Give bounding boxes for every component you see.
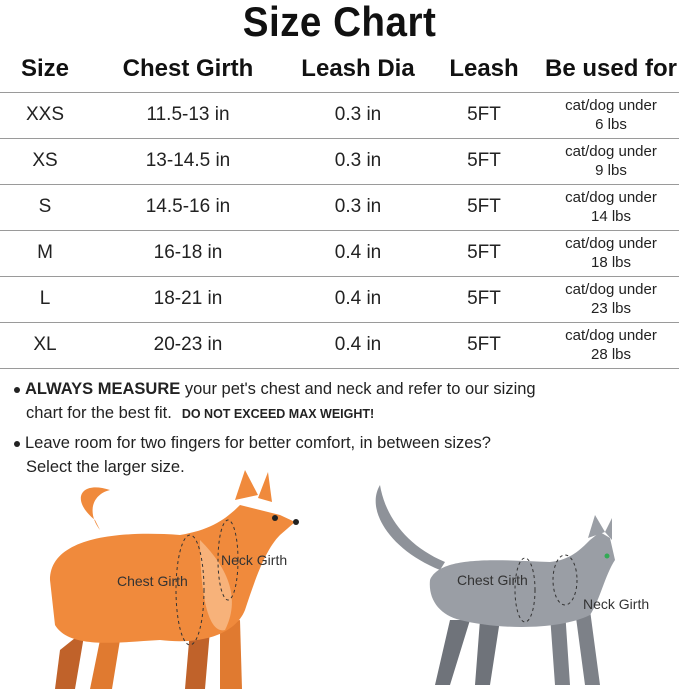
dog-chest-girth-label: Chest Girth [117,573,188,589]
use-line-2: 9 lbs [595,162,627,179]
row-divider [0,184,679,185]
dog-neck-girth-label: Neck Girth [221,552,288,568]
table-row: XXS 11.5-13 in 0.3 in 5FT cat/dog under 6 lbs [0,92,679,138]
table-row: L 18-21 in 0.4 in 5FT cat/dog under 23 lbs [0,276,679,322]
row-divider [0,276,679,277]
use-line-2: 18 lbs [590,254,632,271]
cell-leash: 5FT [467,150,501,171]
use-line-2: 6 lbs [595,116,627,133]
cell-leash: 5FT [467,104,501,125]
cell-size: L [39,288,51,309]
note-measure: ALWAYS MEASURE your pet's chest and neck… [14,377,536,426]
header-leash-dia: Leash Dia [301,55,415,82]
cat-neck-girth-label: Neck Girth [583,596,650,612]
page-title: Size Chart [242,0,437,45]
cell-chest: 14.5-16 in [145,196,231,217]
cell-chest: 11.5-13 in [146,104,230,125]
use-line-1: cat/dog under [565,327,657,344]
cell-size: XXS [25,104,65,125]
header-be-used-for: Be used for [544,55,678,82]
note-text: your pet's chest and neck and refer to o… [180,380,536,398]
cell-be-used-for: cat/dog under 14 lbs [565,188,657,226]
note-fit: Leave room for two fingers for better co… [14,431,491,479]
row-divider [0,92,679,93]
cell-dia: 0.3 in [334,196,382,217]
cell-chest: 20-23 in [153,334,223,355]
cell-dia: 0.4 in [334,242,382,263]
row-divider [0,322,679,323]
dog-illustration [50,470,299,689]
cell-chest: 16-18 in [153,242,223,263]
cell-leash: 5FT [467,334,501,355]
table-row: S 14.5-16 in 0.3 in 5FT cat/dog under 14 lbs [0,184,679,230]
cell-be-used-for: cat/dog under 6 lbs [565,96,657,134]
row-divider [0,138,679,139]
bullet-icon [14,386,20,393]
table-row: XS 13-14.5 in 0.3 in 5FT cat/dog under 9 lbs [0,138,679,184]
use-line-1: cat/dog under [565,143,657,160]
note-text: Leave room for two fingers for better co… [25,434,491,452]
cell-be-used-for: cat/dog under 28 lbs [565,326,657,364]
cell-dia: 0.4 in [334,288,382,309]
cell-be-used-for: cat/dog under 9 lbs [565,142,657,180]
note-warning: DO NOT EXCEED MAX WEIGHT! [181,407,375,421]
cell-chest: 18-21 in [153,288,223,309]
cell-dia: 0.3 in [334,150,382,171]
cell-size: M [37,242,53,263]
row-divider [0,368,679,369]
cell-size: XL [33,334,57,355]
cat-illustration [375,485,615,685]
cell-size: S [38,196,52,217]
cell-be-used-for: cat/dog under 23 lbs [565,280,657,318]
note-text-2: Select the larger size. [26,458,185,476]
note-bold: ALWAYS MEASURE [25,380,181,398]
note-text-2: chart for the best fit. [26,404,172,422]
cell-be-used-for: cat/dog under 18 lbs [565,234,657,272]
cell-leash: 5FT [467,242,501,263]
cat-chest-girth-label: Chest Girth [457,572,528,588]
table-row: XL 20-23 in 0.4 in 5FT cat/dog under 28 lbs [0,322,679,368]
row-divider [0,230,679,231]
cell-leash: 5FT [467,288,501,309]
use-line-1: cat/dog under [565,235,657,252]
cell-size: XS [32,150,58,171]
header-chest-girth: Chest Girth [122,55,254,82]
cell-dia: 0.3 in [334,104,382,125]
cell-dia: 0.4 in [334,334,382,355]
table-row: M 16-18 in 0.4 in 5FT cat/dog under 18 lbs [0,230,679,276]
use-line-1: cat/dog under [565,281,657,298]
header-size: Size [20,55,70,82]
use-line-2: 23 lbs [590,300,632,317]
use-line-1: cat/dog under [565,97,657,114]
use-line-2: 14 lbs [590,208,632,225]
bullet-icon [14,440,20,447]
cell-leash: 5FT [467,196,501,217]
use-line-2: 28 lbs [590,346,632,363]
cell-chest: 13-14.5 in [145,150,231,171]
header-leash: Leash [449,55,519,82]
use-line-1: cat/dog under [565,189,657,206]
